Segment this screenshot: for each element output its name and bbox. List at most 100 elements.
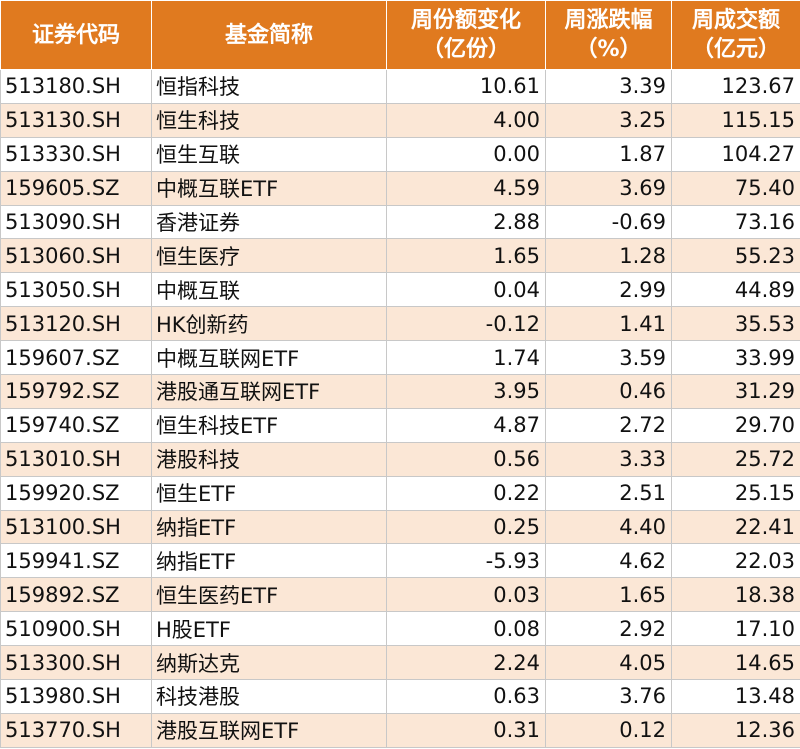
cell-share-change: -0.12	[386, 306, 546, 342]
table-row: 159941.SZ 纳指ETF -5.93 4.62 22.03	[0, 543, 800, 579]
cell-price-change: 3.59	[545, 340, 672, 376]
cell-turnover: 25.15	[671, 475, 800, 511]
cell-share-change: 0.00	[386, 136, 546, 172]
cell-name: 恒生医药ETF	[151, 577, 387, 613]
table-row: 510900.SH H股ETF 0.08 2.92 17.10	[0, 611, 800, 647]
cell-turnover: 31.29	[671, 374, 800, 409]
cell-share-change: 0.03	[386, 577, 546, 613]
cell-price-change: 4.62	[545, 543, 672, 579]
cell-share-change: 0.31	[386, 712, 546, 748]
cell-turnover: 44.89	[671, 272, 800, 308]
table-row: 513060.SH 恒生医疗 1.65 1.28 55.23	[0, 238, 800, 274]
cell-code: 159941.SZ	[0, 543, 152, 579]
cell-code: 159792.SZ	[0, 374, 152, 409]
cell-turnover: 22.03	[671, 543, 800, 579]
cell-price-change: 3.25	[545, 102, 672, 138]
header-price-change-line2: （%）	[575, 37, 642, 62]
cell-name: 中概互联	[151, 272, 387, 308]
cell-price-change: 1.87	[545, 136, 672, 172]
cell-turnover: 29.70	[671, 407, 800, 443]
cell-price-change: 1.41	[545, 306, 672, 342]
cell-price-change: 3.69	[545, 170, 672, 206]
cell-code: 513090.SH	[0, 204, 152, 240]
header-share-change-line1: 周份额变化	[410, 8, 521, 33]
table-row: 159605.SZ 中概互联ETF 4.59 3.69 75.40	[0, 170, 800, 206]
cell-turnover: 75.40	[671, 170, 800, 206]
cell-price-change: -0.69	[545, 204, 672, 240]
table-row: 159920.SZ 恒生ETF 0.22 2.51 25.15	[0, 475, 800, 511]
cell-share-change: 1.65	[386, 238, 546, 274]
cell-share-change: 2.88	[386, 204, 546, 240]
cell-name: 港股科技	[151, 441, 387, 477]
cell-share-change: 0.63	[386, 679, 546, 714]
header-code-line: 证券代码	[31, 22, 120, 48]
cell-name: HK创新药	[151, 306, 387, 342]
cell-price-change: 1.28	[545, 238, 672, 274]
cell-price-change: 2.72	[545, 407, 672, 443]
cell-name: 纳斯达克	[151, 645, 387, 681]
cell-turnover: 104.27	[671, 136, 800, 172]
cell-turnover: 25.72	[671, 441, 800, 477]
header-name-line: 基金简称	[224, 22, 313, 48]
cell-code: 513120.SH	[0, 306, 152, 342]
cell-price-change: 2.99	[545, 272, 672, 308]
header-price-change-line1: 周涨跌幅	[564, 8, 653, 33]
cell-name: 科技港股	[151, 679, 387, 714]
table-row: 513980.SH 科技港股 0.63 3.76 13.48	[0, 679, 800, 714]
cell-code: 159605.SZ	[0, 170, 152, 206]
cell-turnover: 14.65	[671, 645, 800, 681]
cell-name: 恒生互联	[151, 136, 387, 172]
cell-share-change: 3.95	[386, 374, 546, 409]
cell-turnover: 35.53	[671, 306, 800, 342]
header-row: 证券代码 基金简称 周份额变化 （亿份） 周涨跌幅 （%） 周成交额 （亿元）	[0, 0, 800, 70]
table-row: 513770.SH 港股互联网ETF 0.31 0.12 12.36	[0, 712, 800, 748]
cell-name: 港股互联网ETF	[151, 712, 387, 748]
cell-price-change: 2.51	[545, 475, 672, 511]
cell-price-change: 4.40	[545, 509, 672, 545]
cell-name: 恒生科技ETF	[151, 407, 387, 443]
cell-turnover: 17.10	[671, 611, 800, 647]
table-row: 159792.SZ 港股通互联网ETF 3.95 0.46 31.29	[0, 374, 800, 409]
cell-turnover: 18.38	[671, 577, 800, 613]
table-row: 159740.SZ 恒生科技ETF 4.87 2.72 29.70	[0, 407, 800, 443]
table-row: 513010.SH 港股科技 0.56 3.33 25.72	[0, 441, 800, 477]
cell-code: 513100.SH	[0, 509, 152, 545]
table-row: 513120.SH HK创新药 -0.12 1.41 35.53	[0, 306, 800, 342]
cell-code: 513300.SH	[0, 645, 152, 681]
cell-turnover: 115.15	[671, 102, 800, 138]
table-row: 513050.SH 中概互联 0.04 2.99 44.89	[0, 272, 800, 308]
table-row: 159607.SZ 中概互联网ETF 1.74 3.59 33.99	[0, 340, 800, 376]
cell-code: 513060.SH	[0, 238, 152, 274]
cell-code: 513130.SH	[0, 102, 152, 138]
cell-price-change: 0.12	[545, 712, 672, 748]
table-row: 513100.SH 纳指ETF 0.25 4.40 22.41	[0, 509, 800, 545]
cell-code: 513330.SH	[0, 136, 152, 172]
cell-name: 中概互联网ETF	[151, 340, 387, 376]
header-price-change: 周涨跌幅 （%）	[545, 0, 672, 70]
cell-name: 纳指ETF	[151, 509, 387, 545]
cell-price-change: 3.39	[545, 69, 672, 104]
header-share-change: 周份额变化 （亿份）	[386, 0, 546, 70]
header-turnover: 周成交额 （亿元）	[671, 0, 800, 70]
cell-turnover: 13.48	[671, 679, 800, 714]
cell-share-change: 2.24	[386, 645, 546, 681]
table-row: 159892.SZ 恒生医药ETF 0.03 1.65 18.38	[0, 577, 800, 613]
cell-name: 恒生ETF	[151, 475, 387, 511]
cell-share-change: 10.61	[386, 69, 546, 104]
cell-code: 513050.SH	[0, 272, 152, 308]
cell-name: 恒生科技	[151, 102, 387, 138]
cell-share-change: 4.00	[386, 102, 546, 138]
cell-turnover: 22.41	[671, 509, 800, 545]
cell-code: 159920.SZ	[0, 475, 152, 511]
table-row: 513130.SH 恒生科技 4.00 3.25 115.15	[0, 102, 800, 138]
table-row: 513180.SH 恒指科技 10.61 3.39 123.67	[0, 69, 800, 104]
table-row: 513090.SH 香港证券 2.88 -0.69 73.16	[0, 204, 800, 240]
table-row: 513330.SH 恒生互联 0.00 1.87 104.27	[0, 136, 800, 172]
cell-code: 159607.SZ	[0, 340, 152, 376]
cell-turnover: 55.23	[671, 238, 800, 274]
cell-code: 159892.SZ	[0, 577, 152, 613]
cell-price-change: 4.05	[545, 645, 672, 681]
cell-code: 510900.SH	[0, 611, 152, 647]
cell-turnover: 12.36	[671, 712, 800, 748]
